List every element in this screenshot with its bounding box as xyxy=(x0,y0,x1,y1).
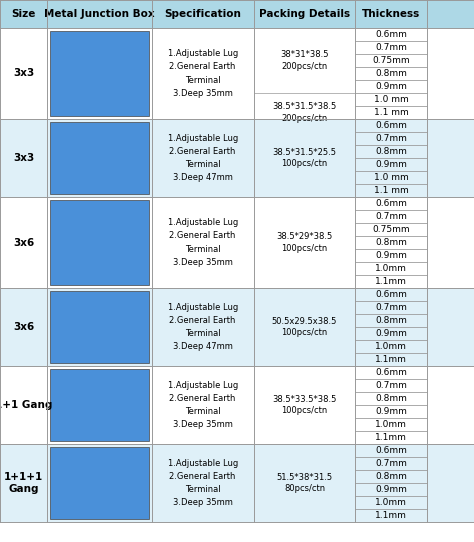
Bar xyxy=(50,31,149,116)
Text: 1.0mm: 1.0mm xyxy=(375,264,407,273)
Text: 0.8mm: 0.8mm xyxy=(375,472,407,481)
Bar xyxy=(50,200,149,285)
Text: 1.0mm: 1.0mm xyxy=(375,498,407,507)
Text: 1.Adjustable Lug
2.General Earth
Terminal
3.Deep 47mm: 1.Adjustable Lug 2.General Earth Termina… xyxy=(167,134,238,182)
Text: 38.5*31.5*38.5
200pcs/ctn: 38.5*31.5*38.5 200pcs/ctn xyxy=(273,102,337,123)
Text: 0.6mm: 0.6mm xyxy=(375,368,407,377)
Text: 51.5*38*31.5
80pcs/ctn: 51.5*38*31.5 80pcs/ctn xyxy=(276,473,333,493)
Bar xyxy=(50,369,149,441)
Text: 1.Adjustable Lug
2.General Earth
Terminal
3.Deep 35mm: 1.Adjustable Lug 2.General Earth Termina… xyxy=(167,49,238,98)
Bar xyxy=(0,444,474,522)
Text: 0.6mm: 0.6mm xyxy=(375,30,407,39)
Text: 0.7mm: 0.7mm xyxy=(375,212,407,221)
Text: 0.8mm: 0.8mm xyxy=(375,394,407,403)
Text: 0.8mm: 0.8mm xyxy=(375,147,407,156)
Text: 0.9mm: 0.9mm xyxy=(375,407,407,416)
Text: 0.6mm: 0.6mm xyxy=(375,199,407,208)
Text: 1.0 mm: 1.0 mm xyxy=(374,173,409,182)
Text: 1.0 mm: 1.0 mm xyxy=(374,95,409,104)
Bar xyxy=(50,291,149,363)
Text: Thickness: Thickness xyxy=(362,9,420,19)
Text: 0.8mm: 0.8mm xyxy=(375,316,407,325)
Bar xyxy=(50,447,149,519)
Text: 0.6mm: 0.6mm xyxy=(375,290,407,299)
Text: 1.Adjustable Lug
2.General Earth
Terminal
3.Deep 35mm: 1.Adjustable Lug 2.General Earth Termina… xyxy=(167,218,238,267)
Text: 0.6mm: 0.6mm xyxy=(375,121,407,130)
Text: 0.9mm: 0.9mm xyxy=(375,329,407,338)
Text: 0.75mm: 0.75mm xyxy=(372,56,410,65)
Bar xyxy=(0,0,474,28)
Text: 0.8mm: 0.8mm xyxy=(375,69,407,78)
Text: 0.7mm: 0.7mm xyxy=(375,459,407,468)
Text: 0.75mm: 0.75mm xyxy=(372,225,410,234)
Bar xyxy=(0,366,474,444)
Text: 1.1 mm: 1.1 mm xyxy=(374,108,409,117)
Text: 1+1+1
Gang: 1+1+1 Gang xyxy=(4,472,43,494)
Text: 3x6: 3x6 xyxy=(13,237,34,248)
Text: Packing Details: Packing Details xyxy=(259,9,350,19)
Text: 1.1mm: 1.1mm xyxy=(375,355,407,364)
Bar xyxy=(0,197,474,288)
Text: 0.9mm: 0.9mm xyxy=(375,82,407,91)
Text: 1+1 Gang: 1+1 Gang xyxy=(0,400,53,410)
Text: 3x3: 3x3 xyxy=(13,68,34,79)
Text: 3x6: 3x6 xyxy=(13,322,34,332)
Text: 0.9mm: 0.9mm xyxy=(375,160,407,169)
Text: 0.9mm: 0.9mm xyxy=(375,251,407,260)
Text: 38*31*38.5
200pcs/ctn: 38*31*38.5 200pcs/ctn xyxy=(280,50,329,71)
Text: 0.9mm: 0.9mm xyxy=(375,485,407,494)
Text: 38.5*29*38.5
100pcs/ctn: 38.5*29*38.5 100pcs/ctn xyxy=(276,232,333,253)
Bar xyxy=(50,122,149,194)
Text: 1.Adjustable Lug
2.General Earth
Terminal
3.Deep 35mm: 1.Adjustable Lug 2.General Earth Termina… xyxy=(167,459,238,507)
Text: 0.7mm: 0.7mm xyxy=(375,134,407,143)
Text: 3x3: 3x3 xyxy=(13,153,34,163)
Text: 0.7mm: 0.7mm xyxy=(375,43,407,52)
Text: 1.1mm: 1.1mm xyxy=(375,511,407,520)
Text: 1.0mm: 1.0mm xyxy=(375,420,407,429)
Bar xyxy=(0,119,474,197)
Text: 0.7mm: 0.7mm xyxy=(375,381,407,390)
Text: 38.5*33.5*38.5
100pcs/ctn: 38.5*33.5*38.5 100pcs/ctn xyxy=(273,395,337,415)
Text: 1.0mm: 1.0mm xyxy=(375,342,407,351)
Bar xyxy=(0,28,474,119)
Text: 38.5*31.5*25.5
100pcs/ctn: 38.5*31.5*25.5 100pcs/ctn xyxy=(273,147,337,169)
Text: 1.1mm: 1.1mm xyxy=(375,277,407,286)
Text: 1.Adjustable Lug
2.General Earth
Terminal
3.Deep 35mm: 1.Adjustable Lug 2.General Earth Termina… xyxy=(167,380,238,429)
Text: Size: Size xyxy=(11,9,36,19)
Text: 0.8mm: 0.8mm xyxy=(375,238,407,247)
Text: 0.6mm: 0.6mm xyxy=(375,446,407,455)
Text: 1.1 mm: 1.1 mm xyxy=(374,186,409,195)
Text: Metal Junction Box: Metal Junction Box xyxy=(44,9,155,19)
Text: Specification: Specification xyxy=(164,9,241,19)
Text: 1.Adjustable Lug
2.General Earth
Terminal
3.Deep 47mm: 1.Adjustable Lug 2.General Earth Termina… xyxy=(167,302,238,351)
Bar xyxy=(0,288,474,366)
Text: 0.7mm: 0.7mm xyxy=(375,303,407,312)
Text: 1.1mm: 1.1mm xyxy=(375,433,407,442)
Text: 50.5x29.5x38.5
100pcs/ctn: 50.5x29.5x38.5 100pcs/ctn xyxy=(272,317,337,338)
